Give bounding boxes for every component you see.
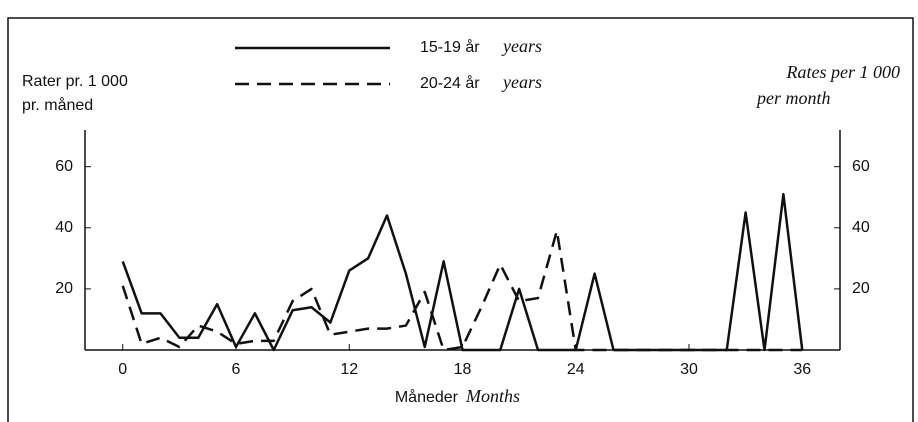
legend-label: 15-19 år: [420, 38, 480, 56]
y2-tick-label: 40: [852, 219, 870, 236]
y-label: pr. måned: [22, 96, 93, 114]
frame: [7, 17, 914, 422]
legend-note: years: [501, 36, 542, 56]
y2-label: per month: [755, 88, 831, 108]
y2-tick-label: 60: [852, 158, 870, 175]
x-tick-label: 36: [793, 361, 811, 378]
x-tick-label: 30: [680, 361, 698, 378]
y2-tick-label: 20: [852, 280, 870, 297]
x-tick-label: 12: [340, 361, 358, 378]
series-line: [121, 229, 803, 352]
y-tick-label: 60: [55, 158, 73, 175]
y2-label: Rates per 1 000: [786, 62, 900, 82]
x-tick-label: 0: [118, 361, 127, 378]
x-label: Måneder: [395, 388, 459, 406]
y-label: Rater pr. 1 000: [22, 73, 128, 90]
x-tick-label: 18: [454, 361, 472, 378]
x-tick-label: 6: [232, 361, 241, 378]
x-tick-label: 24: [567, 361, 585, 378]
series-line: [121, 192, 804, 352]
x-label: Months: [465, 386, 520, 406]
y-tick-label: 20: [55, 280, 73, 297]
legend-note: years: [501, 72, 542, 92]
legend-label: 20-24 år: [420, 74, 480, 92]
y-tick-label: 40: [55, 219, 73, 236]
